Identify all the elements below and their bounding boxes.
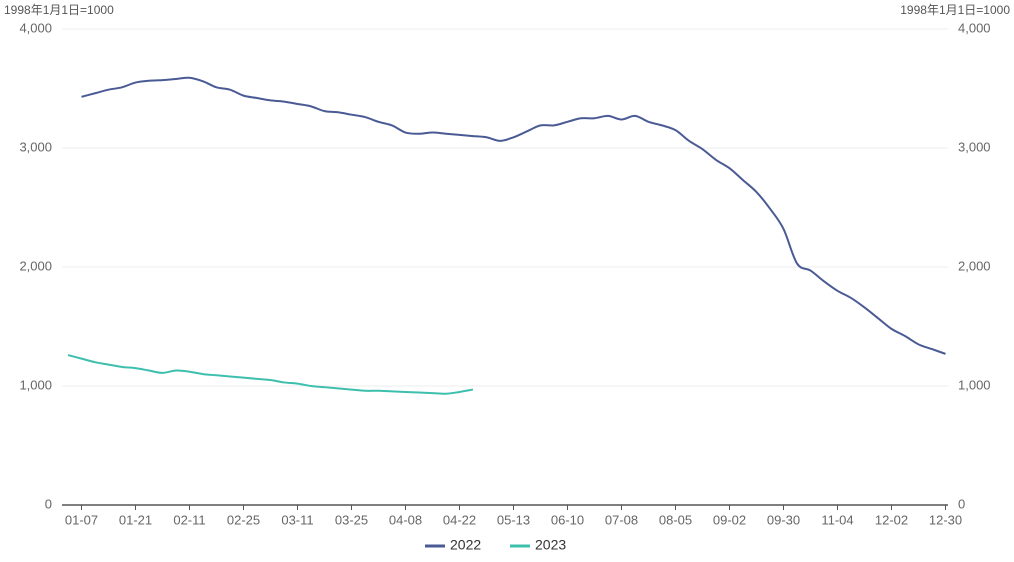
x-tick-label: 09-02 [713,512,746,527]
x-tick-label: 07-08 [605,512,638,527]
x-tick-label: 01-07 [65,512,98,527]
x-tick-label: 11-04 [821,512,853,527]
y2-tick-label: 1,000 [958,377,991,392]
y-tick-label: 0 [45,496,52,511]
series-line [81,76,946,355]
x-tick-label: 02-25 [227,512,260,527]
x-tick-label: 06-10 [551,512,584,527]
legend-label: 2022 [450,537,481,553]
y-tick-label: 4,000 [19,20,52,35]
x-tick-label: 05-13 [497,512,530,527]
y2-tick-label: 3,000 [958,139,991,154]
y-axis-label: 1998年1月1日=1000 [4,3,114,17]
y-tick-label: 2,000 [19,258,52,273]
x-tick-label: 03-25 [335,512,368,527]
series-line [67,354,474,395]
y2-tick-label: 2,000 [958,258,991,273]
x-tick-label: 03-11 [281,512,313,527]
x-tick-label: 12-02 [875,512,908,527]
y-tick-label: 1,000 [19,377,52,392]
x-tick-label: 01-21 [119,512,152,527]
y-tick-label: 3,000 [19,139,52,154]
x-tick-label: 02-11 [173,512,205,527]
y2-tick-label: 0 [958,496,965,511]
x-tick-label: 12-30 [929,512,962,527]
y2-axis-label: 1998年1月1日=1000 [900,3,1010,17]
y2-tick-label: 4,000 [958,20,991,35]
legend-label: 2023 [535,537,566,553]
x-tick-label: 04-22 [443,512,476,527]
x-tick-label: 08-05 [659,512,692,527]
x-tick-label: 04-08 [389,512,422,527]
x-tick-label: 09-30 [767,512,800,527]
